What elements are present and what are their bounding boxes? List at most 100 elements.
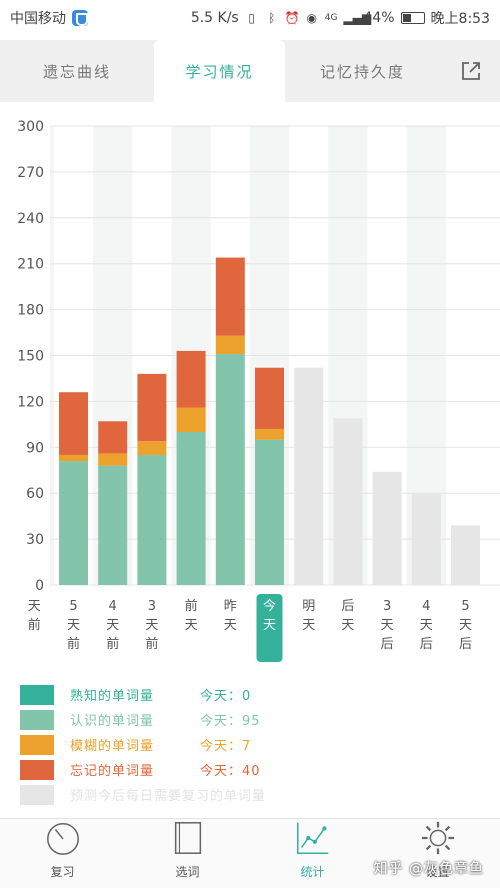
tab-label: 记忆持久度 (319, 62, 405, 81)
bar-segment (137, 373, 167, 442)
x-tick-label: 后 (341, 599, 354, 614)
bar-segment (59, 461, 88, 585)
x-tick-label: 4 (422, 599, 430, 614)
bar-segment (215, 257, 245, 336)
y-tick-label: 180 (17, 303, 44, 319)
legend-today-value: 今天：95 (200, 714, 261, 729)
bar-segment (255, 428, 284, 440)
gear-icon (421, 821, 454, 855)
x-tick-label: 前 (145, 636, 158, 652)
legend-swatch (20, 734, 54, 755)
x-tick-label: 天 (28, 599, 41, 614)
nav-review[interactable]: 复习 (0, 819, 125, 888)
x-tick-label: 后 (420, 637, 433, 652)
tab-memory-durability[interactable]: 记忆持久度 (285, 40, 440, 102)
status-bar: 中国移动 5.5 K/s ▯ ᛒ ⏰ ◉ 4G ▂▄▆ 44% 晚上8:53 (0, 0, 500, 36)
legend-label: 预测今后每日需要复习的单词量 (70, 789, 267, 804)
y-tick-label: 210 (17, 257, 44, 273)
bar-segment (215, 353, 245, 585)
book-icon (174, 822, 201, 854)
tab-study-status[interactable]: 学习情况 (154, 40, 285, 102)
y-tick-label: 30 (26, 532, 44, 548)
bar-segment (176, 407, 206, 432)
battery-icon (400, 12, 425, 24)
legend-swatch (20, 759, 54, 780)
bottom-nav: 复习 选词 统计 设置 (0, 818, 500, 888)
x-tick-label: 前 (185, 598, 198, 614)
legend-item: 熟知的单词量 今天：0 (20, 682, 490, 707)
bar-segment (176, 432, 206, 585)
tab-label: 学习情况 (185, 62, 254, 81)
x-tick-label: 天 (224, 618, 237, 633)
nav-label: 设置 (425, 865, 450, 879)
bar-segment (59, 392, 88, 455)
clock: 晚上8:53 (430, 11, 490, 27)
x-tick-label: 后 (459, 637, 472, 652)
legend-label: 模糊的单词量 (70, 739, 155, 754)
x-tick-label: 前 (28, 617, 41, 633)
watermark: 知乎 @灰色章鱼 (373, 861, 484, 877)
legend-label: 忘记的单词量 (70, 764, 155, 779)
share-icon[interactable] (460, 60, 482, 82)
legend-item: 预测今后每日需要复习的单词量 (20, 782, 490, 807)
x-tick-label: 昨 (224, 599, 237, 614)
x-tick-label: 天 (145, 618, 158, 633)
timer-icon (46, 822, 79, 855)
y-tick-label: 90 (26, 440, 44, 456)
y-tick-label: 300 (17, 119, 44, 135)
eye-icon: ◉ (306, 11, 317, 25)
nav-label: 统计 (300, 865, 325, 879)
legend-item: 模糊的单词量 今天：7 (20, 732, 490, 757)
legend-today-value: 今天：40 (200, 764, 261, 779)
x-tick-label: 天 (106, 618, 119, 633)
x-tick-label: 前 (106, 636, 119, 652)
tab-forgetting-curve[interactable]: 遗忘曲线 (0, 40, 154, 102)
x-tick-label: 5 (461, 599, 469, 614)
chart-legend: 熟知的单词量 今天：0 认识的单词量 今天：95 模糊的单词量 今天：7 忘记的单词量 今天：… (20, 682, 490, 807)
bar-segment (333, 418, 363, 585)
signal-icon: ▂▄▆ (343, 11, 372, 25)
bar-segment (372, 471, 402, 585)
legend-label: 熟知的单词量 (70, 689, 155, 704)
y-tick-label: 240 (17, 211, 44, 227)
nav-choose-words[interactable]: 选词 (125, 819, 250, 888)
x-tick-label: 天 (459, 618, 472, 633)
network-speed: 5.5 K/s (190, 10, 239, 26)
bars-group (59, 257, 480, 585)
x-tick-label: 4 (109, 599, 117, 614)
bar-segment (137, 441, 167, 455)
nav-settings[interactable]: 设置 (375, 819, 500, 888)
x-tick-label: 今 (263, 598, 276, 614)
legend-today-value: 今天：7 (200, 739, 252, 754)
x-tick-label: 天 (67, 618, 80, 633)
y-tick-label: 150 (17, 349, 44, 365)
nav-label: 复习 (50, 865, 75, 879)
legend-item: 认识的单词量 今天：95 (20, 707, 490, 732)
bar-segment (255, 439, 284, 585)
alarm-icon: ⏰ (284, 11, 300, 25)
x-tick-label: 5 (69, 599, 77, 614)
x-tick-label: 天 (341, 618, 354, 633)
today-highlight (256, 594, 283, 662)
bar-segment (59, 454, 88, 462)
bar-segment (411, 493, 441, 585)
y-tick-label: 0 (35, 578, 44, 594)
tab-label: 遗忘曲线 (42, 62, 111, 81)
bar-segment (255, 367, 284, 429)
carrier-label: 中国移动 (10, 11, 66, 27)
bluetooth-icon: ᛒ (268, 11, 276, 25)
nav-statistics[interactable]: 统计 (250, 819, 375, 888)
tab-bar: 遗忘曲线 学习情况 记忆持久度 (0, 40, 500, 102)
legend-item: 忘记的单词量 今天：40 (20, 757, 490, 782)
x-tick-label: 3 (148, 599, 156, 614)
bar-segment (98, 465, 128, 585)
x-tick-label: 后 (381, 637, 394, 652)
bar-segment (98, 421, 128, 454)
bar-segment (176, 350, 206, 408)
bar-segment (215, 335, 245, 354)
bar-segment (98, 453, 128, 466)
network-type: 4G (324, 13, 338, 23)
y-tick-label: 120 (17, 394, 44, 410)
vibrate-icon: ▯ (248, 11, 256, 25)
bar-segment (294, 367, 324, 585)
